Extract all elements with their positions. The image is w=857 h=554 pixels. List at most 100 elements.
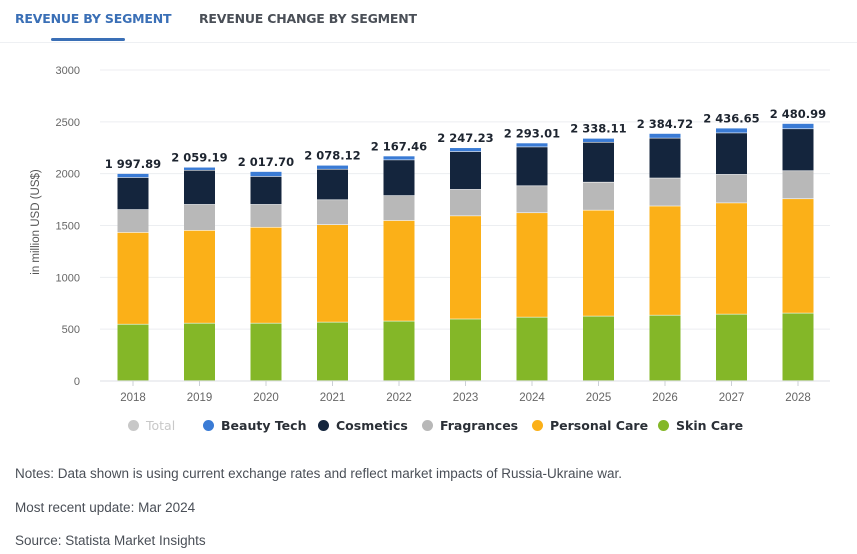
bar-segment-fragrances[interactable]	[649, 178, 681, 206]
y-tick-label: 2000	[56, 169, 80, 181]
bar-segment-personal-care[interactable]	[184, 230, 215, 323]
bar-segment-cosmetics[interactable]	[383, 160, 415, 196]
bar-segment-skin-care[interactable]	[250, 323, 282, 381]
x-tick-label: 2018	[120, 392, 146, 404]
bar-segment-beauty-tech[interactable]	[649, 133, 681, 138]
bar-segment-skin-care[interactable]	[317, 322, 348, 381]
bar-segment-skin-care[interactable]	[782, 313, 814, 381]
bar-segment-personal-care[interactable]	[317, 224, 348, 322]
tab-revenue-by-segment[interactable]: REVENUE BY SEGMENT	[15, 11, 172, 26]
chart-notes: Notes: Data shown is using current excha…	[15, 466, 623, 481]
y-tick-label: 0	[74, 376, 80, 388]
tab-bar: REVENUE BY SEGMENT REVENUE CHANGE BY SEG…	[0, 0, 857, 43]
bar-segment-beauty-tech[interactable]	[117, 173, 149, 178]
legend-item-cosmetics[interactable]: Cosmetics	[318, 418, 408, 433]
bar-stack-2019[interactable]	[184, 167, 215, 381]
bar-segment-personal-care[interactable]	[716, 203, 747, 314]
total-label: 2 436.65	[703, 111, 759, 125]
bar-segment-fragrances[interactable]	[184, 204, 215, 231]
bar-segment-fragrances[interactable]	[450, 189, 481, 216]
x-tick-label: 2027	[719, 392, 745, 404]
x-tick-label: 2021	[320, 392, 346, 404]
bar-segment-skin-care[interactable]	[450, 319, 481, 381]
bar-segment-personal-care[interactable]	[583, 210, 614, 316]
bar-segment-fragrances[interactable]	[583, 182, 614, 210]
bar-segment-personal-care[interactable]	[117, 232, 149, 324]
bar-segment-beauty-tech[interactable]	[583, 138, 614, 142]
bar-segment-cosmetics[interactable]	[117, 177, 149, 210]
bar-segment-skin-care[interactable]	[516, 317, 548, 381]
bar-segment-skin-care[interactable]	[383, 321, 415, 381]
bar-segment-beauty-tech[interactable]	[184, 167, 215, 170]
bar-stack-2020[interactable]	[250, 171, 282, 381]
legend-label: Cosmetics	[336, 418, 408, 433]
x-tick-label: 2022	[386, 392, 412, 404]
bar-segment-beauty-tech[interactable]	[516, 143, 548, 147]
x-tick-label: 2024	[519, 392, 545, 404]
legend-item-total[interactable]: Total	[128, 418, 175, 433]
bar-segment-cosmetics[interactable]	[649, 138, 681, 178]
bar-segment-cosmetics[interactable]	[716, 133, 747, 175]
x-axis-ticks: 2018 2019 2020 2021 2022 2023 2024 2025 2026 2027…	[120, 381, 811, 404]
bar-stack-2021[interactable]	[317, 165, 348, 381]
bar-segment-personal-care[interactable]	[782, 199, 814, 313]
bar-segment-beauty-tech[interactable]	[383, 156, 415, 160]
y-tick-label: 2500	[56, 117, 80, 129]
bar-segment-beauty-tech[interactable]	[450, 148, 481, 152]
tab-revenue-change-by-segment[interactable]: REVENUE CHANGE BY SEGMENT	[199, 11, 417, 26]
bar-segment-skin-care[interactable]	[117, 324, 149, 381]
bar-segment-skin-care[interactable]	[583, 316, 614, 381]
bar-segment-beauty-tech[interactable]	[782, 123, 814, 129]
bar-segment-personal-care[interactable]	[516, 213, 548, 317]
active-tab-indicator	[51, 38, 125, 41]
total-label: 2 480.99	[770, 107, 826, 121]
legend-dot-personal-care	[532, 420, 543, 431]
bar-stack-2023[interactable]	[450, 148, 481, 381]
legend-item-fragrances[interactable]: Fragrances	[422, 418, 518, 433]
bar-segment-skin-care[interactable]	[184, 323, 215, 381]
bar-segment-skin-care[interactable]	[716, 314, 747, 381]
x-tick-label: 2023	[453, 392, 479, 404]
bar-stack-2025[interactable]	[583, 138, 614, 381]
legend-label: Beauty Tech	[221, 418, 307, 433]
bar-segment-fragrances[interactable]	[117, 209, 149, 233]
bar-stack-2018[interactable]	[117, 173, 149, 381]
bar-segment-fragrances[interactable]	[716, 174, 747, 203]
bar-segment-fragrances[interactable]	[250, 204, 282, 227]
bar-segment-beauty-tech[interactable]	[250, 171, 282, 177]
bar-stack-2027[interactable]	[716, 128, 747, 381]
total-label: 2 059.19	[171, 151, 227, 165]
x-tick-label: 2019	[187, 392, 213, 404]
total-label: 2 017.70	[238, 155, 294, 169]
y-tick-label: 3000	[56, 65, 80, 77]
legend-item-beauty-tech[interactable]: Beauty Tech	[203, 418, 306, 433]
legend-label: Skin Care	[676, 418, 744, 433]
bar-segment-fragrances[interactable]	[383, 195, 415, 221]
bar-segment-cosmetics[interactable]	[184, 170, 215, 205]
bar-stack-2024[interactable]	[516, 143, 548, 381]
bar-segment-beauty-tech[interactable]	[317, 165, 348, 169]
stacked-bar-chart: 0 500 1000 1500 2000 2500 3000 in million USD …	[30, 65, 830, 404]
legend-dot-total	[128, 420, 139, 431]
bar-segment-fragrances[interactable]	[516, 186, 548, 213]
bar-segment-beauty-tech[interactable]	[716, 128, 747, 133]
legend-dot-skin-care	[658, 420, 669, 431]
bar-segment-fragrances[interactable]	[317, 200, 348, 225]
bar-segment-cosmetics[interactable]	[450, 151, 481, 190]
legend-item-personal-care[interactable]: Personal Care	[532, 418, 648, 433]
bar-stack-2022[interactable]	[383, 156, 415, 381]
bar-segment-skin-care[interactable]	[649, 315, 681, 381]
bar-segment-personal-care[interactable]	[649, 206, 681, 315]
bar-stack-2026[interactable]	[649, 133, 681, 381]
bar-segment-cosmetics[interactable]	[583, 142, 614, 182]
bar-segment-cosmetics[interactable]	[782, 129, 814, 171]
legend-item-skin-care[interactable]: Skin Care	[658, 418, 743, 433]
bar-segment-cosmetics[interactable]	[250, 176, 282, 205]
bar-segment-personal-care[interactable]	[250, 227, 282, 323]
bar-segment-cosmetics[interactable]	[317, 169, 348, 200]
bar-segment-personal-care[interactable]	[450, 216, 481, 319]
bar-segment-cosmetics[interactable]	[516, 147, 548, 186]
bar-segment-personal-care[interactable]	[383, 220, 415, 321]
bar-segment-fragrances[interactable]	[782, 171, 814, 199]
bar-stack-2028[interactable]	[782, 123, 814, 381]
